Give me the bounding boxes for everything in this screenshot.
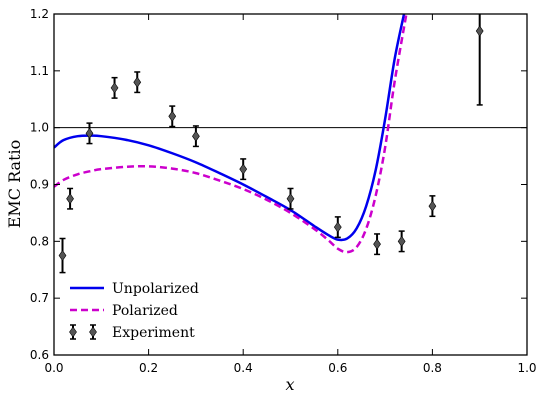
y-tick-label: 0.7 (30, 291, 49, 305)
y-tick-label: 0.6 (30, 348, 49, 362)
experiment-point (397, 230, 406, 253)
experiment-marker (286, 193, 295, 205)
experiment-marker (239, 163, 248, 175)
experiment-marker (428, 200, 437, 212)
y-tick-label: 1.1 (30, 64, 49, 78)
x-tick-label: 0.6 (328, 361, 347, 375)
y-tick-label: 1.2 (30, 7, 49, 21)
experiment-marker (66, 193, 74, 205)
experiment-point (66, 187, 74, 210)
experiment-marker (168, 110, 177, 122)
experiment-marker (110, 82, 119, 94)
y-tick-label: 0.8 (30, 234, 49, 248)
experiment-marker (133, 76, 142, 88)
experiment-point (286, 187, 295, 210)
experiment-marker (373, 238, 381, 250)
experiment-point (333, 216, 342, 239)
x-tick-label: 0.2 (139, 361, 158, 375)
x-tick-label: 1.0 (517, 361, 536, 375)
experiment-point (373, 233, 381, 256)
experiment-marker (475, 25, 484, 37)
experiment-marker (85, 127, 94, 139)
x-tick-label: 0.8 (423, 361, 442, 375)
experiment-point (168, 105, 177, 128)
x-tick-label: 0.0 (44, 361, 63, 375)
legend-swatch-experiment (69, 324, 97, 340)
experiment-point (58, 237, 67, 274)
experiment-point (428, 195, 437, 218)
series-line-polarized (54, 14, 408, 254)
legend: Unpolarized Polarized Experiment (69, 281, 199, 341)
legend-label-unpolarized: Unpolarized (112, 281, 199, 297)
experiment-point (110, 76, 119, 99)
y-tick-label: 1.0 (30, 121, 49, 135)
experiment-point (239, 158, 248, 181)
experiment-point (192, 125, 200, 148)
legend-label-experiment: Experiment (112, 325, 195, 341)
experiment-marker (192, 130, 200, 142)
experiment-point (85, 122, 94, 145)
x-tick-label: 0.4 (234, 361, 253, 375)
y-tick-label: 0.9 (30, 178, 49, 192)
legend-label-polarized: Polarized (112, 303, 178, 319)
x-axis-title: x (285, 375, 294, 394)
experiment-marker (58, 250, 67, 262)
experiment-point (133, 71, 142, 94)
experiment-point (475, 14, 484, 106)
series-line-unpolarized (54, 14, 406, 242)
y-axis-title: EMC Ratio (5, 140, 24, 229)
experiment-marker (333, 221, 342, 233)
experiment-marker (397, 235, 406, 247)
